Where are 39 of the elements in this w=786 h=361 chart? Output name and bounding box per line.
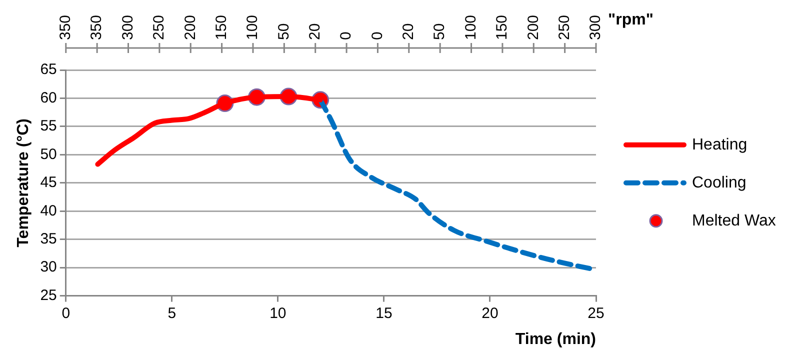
text: 300 xyxy=(587,14,604,40)
y-tick-label: 50 xyxy=(40,146,57,163)
x-tick-label: 10 xyxy=(270,304,286,322)
text: 200 xyxy=(524,14,542,40)
text: 150 xyxy=(212,14,230,40)
y-axis-title: Temperature (°C) xyxy=(15,118,32,248)
text: 300 xyxy=(119,14,136,40)
text: 250 xyxy=(150,14,168,40)
text: 50 xyxy=(275,23,292,40)
text: 150 xyxy=(494,14,511,40)
x-tick-label: 25 xyxy=(588,304,604,322)
x-tick-label: 20 xyxy=(482,304,498,322)
legend-label: Heating xyxy=(692,136,748,154)
text: 250 xyxy=(556,14,573,40)
y-tick-label: 30 xyxy=(40,258,57,276)
text: 20 xyxy=(400,23,418,40)
y-tick-label: 35 xyxy=(40,230,57,248)
y-tick-label: 65 xyxy=(40,61,57,78)
x-tick-label: 5 xyxy=(168,304,176,322)
text: 100 xyxy=(244,14,262,40)
y-tick-label: 55 xyxy=(40,118,57,135)
text: 50 xyxy=(431,23,448,40)
text: 350 xyxy=(88,14,106,40)
x-tick-label: 0 xyxy=(62,304,70,322)
x-axis-title: Time (min) xyxy=(515,330,596,348)
legend-label: Cooling xyxy=(692,174,746,192)
x-tick-label: 15 xyxy=(376,304,392,322)
y-tick-label: 60 xyxy=(40,89,57,106)
text: 20 xyxy=(306,23,324,40)
text: 100 xyxy=(462,14,480,40)
y-tick-label: 40 xyxy=(40,202,57,220)
legend-label: Melted Wax xyxy=(692,212,776,230)
text: 200 xyxy=(182,14,199,40)
y-tick-label: 45 xyxy=(40,174,57,192)
text: 0 xyxy=(338,32,355,40)
text: 0 xyxy=(368,32,386,40)
x2-axis-title: "rpm" xyxy=(608,11,654,28)
text: 350 xyxy=(57,14,74,40)
y-tick-label: 25 xyxy=(40,286,57,304)
